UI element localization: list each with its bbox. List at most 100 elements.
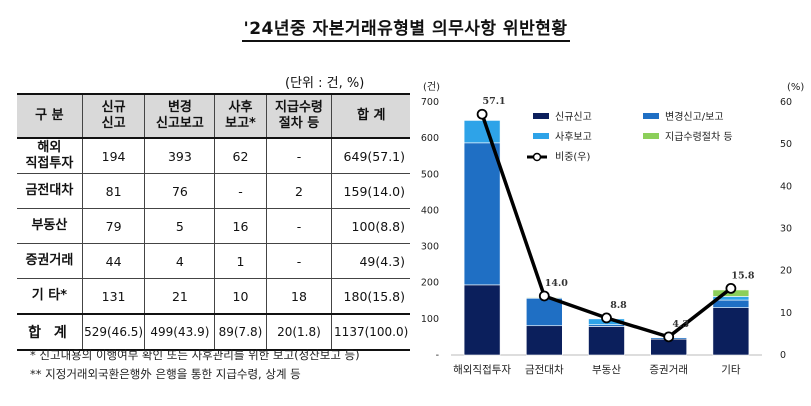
legend-label: 지급수령절차 등 xyxy=(665,130,733,143)
cell: 5 xyxy=(144,208,216,244)
row-label: 부동산 xyxy=(17,208,83,244)
footnote-2: ** 지정거래외국환은행外 은행을 통한 지급수령, 상계 등 xyxy=(30,367,301,381)
bar-segment xyxy=(463,284,501,356)
cell: - xyxy=(265,137,333,174)
legend-line-marker xyxy=(532,152,542,162)
y-right-tick-label: 10 xyxy=(780,308,792,319)
y-right-unit: (%) xyxy=(787,82,804,93)
legend-swatch xyxy=(643,133,659,139)
y-left-tick-label: 600 xyxy=(421,133,439,144)
table-unit: (단위 : 건, %) xyxy=(285,76,365,91)
share-point xyxy=(663,331,675,343)
share-point xyxy=(476,108,488,120)
cell: 180(15.8) xyxy=(331,278,410,315)
y-left-tick-label: 700 xyxy=(421,97,439,108)
share-point xyxy=(538,290,550,302)
x-tick-label: 기타 xyxy=(721,364,741,376)
x-tick-label: 금전대차 xyxy=(525,364,564,376)
cell: 79 xyxy=(81,208,146,244)
bar-segment xyxy=(463,120,501,144)
header-change-report: 변경 신고보고 xyxy=(144,93,216,139)
bar-segment xyxy=(463,142,501,286)
legend-swatch xyxy=(533,133,549,139)
x-tick-label: 해외직접투자 xyxy=(453,363,511,376)
share-point xyxy=(725,282,737,294)
table-header-row: 구 분 신규 신고 변경 신고보고 사후 보고* 지급수령 절차 등 합 계 xyxy=(17,93,410,139)
y-right-tick-label: 50 xyxy=(780,139,792,150)
cell: 21 xyxy=(144,278,216,315)
cell: 100(8.8) xyxy=(331,208,410,244)
cell: 62 xyxy=(214,137,267,174)
share-data-label: 4.3 xyxy=(672,319,689,330)
row-label: 증권거래 xyxy=(17,243,83,279)
cell: 18 xyxy=(265,278,333,315)
y-left-unit: (건) xyxy=(423,81,440,93)
table-row: 금전대차 81 76 - 2 159(14.0) xyxy=(17,173,410,209)
header-category: 구 분 xyxy=(17,93,83,139)
total-cell: 1137(100.0) xyxy=(331,313,410,351)
y-right-tick-label: 20 xyxy=(780,266,792,277)
bar-segment xyxy=(712,299,750,308)
x-tick-label: 증권거래 xyxy=(649,364,688,376)
y-left-tick-label: 400 xyxy=(421,205,439,216)
row-label: 금전대차 xyxy=(17,173,83,209)
bar-segment xyxy=(526,297,563,327)
y-left-tick-label: 300 xyxy=(421,242,439,253)
total-cell: 20(1.8) xyxy=(265,313,333,351)
header-new-report: 신규 신고 xyxy=(81,93,146,139)
y-left-tick-label: 200 xyxy=(421,278,439,289)
y-right-tick-label: 30 xyxy=(780,224,792,235)
table-total-row: 합 계 529(46.5) 499(43.9) 89(7.8) 20(1.8) … xyxy=(17,313,410,351)
footnote-1: * 신고내용의 이행여부 확인 또는 사후관리를 위한 보고(정산보고 등) xyxy=(30,348,360,362)
x-tick-label: 부동산 xyxy=(592,364,621,376)
stacked-bar-line-chart: (건) (%) - 100 200 300 400 500 600 700 0 10 20 30 40 50 6… xyxy=(421,81,805,376)
cell: 131 xyxy=(81,278,146,315)
cell: 159(14.0) xyxy=(331,173,410,209)
cell: - xyxy=(265,208,333,244)
header-post-report: 사후 보고* xyxy=(214,93,267,139)
share-data-label: 14.0 xyxy=(545,278,569,289)
cell: 49(4.3) xyxy=(331,243,410,279)
cell: 76 xyxy=(144,173,216,209)
y-right-tick-label: 40 xyxy=(780,181,792,192)
table-row: 기 타* 131 21 10 18 180(15.8) xyxy=(17,278,410,315)
cell: 10 xyxy=(214,278,267,315)
bar-segment xyxy=(712,307,750,356)
share-data-label: 57.1 xyxy=(483,96,506,107)
cell: 649(57.1) xyxy=(331,137,410,174)
row-label: 해외 직접투자 xyxy=(17,137,83,174)
violation-table: 구 분 신규 신고 변경 신고보고 사후 보고* 지급수령 절차 등 합 계 해외 직접투… xyxy=(17,93,410,351)
legend-label: 신규신고 xyxy=(555,111,592,123)
total-cell: 89(7.8) xyxy=(214,313,267,351)
y-left-tick-label: 100 xyxy=(421,314,439,325)
y-left-tick-label: - xyxy=(436,350,439,361)
bar-segment xyxy=(526,325,563,356)
y-left-tick-label: 500 xyxy=(421,169,439,180)
table-row: 증권거래 44 4 1 - 49(4.3) xyxy=(17,243,410,279)
total-cell: 499(43.9) xyxy=(144,313,216,351)
legend-swatch xyxy=(643,113,659,119)
cell: 16 xyxy=(214,208,267,244)
total-label: 합 계 xyxy=(17,313,83,351)
header-payment-procedure: 지급수령 절차 등 xyxy=(265,93,333,139)
cell: 4 xyxy=(144,243,216,279)
page-title: '24년중 자본거래유형별 의무사항 위반현황 xyxy=(0,14,811,42)
cell: - xyxy=(265,243,333,279)
header-total: 합 계 xyxy=(331,93,410,139)
row-label: 기 타* xyxy=(17,278,83,315)
cell: 81 xyxy=(81,173,146,209)
share-line xyxy=(480,113,732,339)
share-point xyxy=(601,312,612,324)
cell: 1 xyxy=(214,243,267,279)
legend-label: 사후보고 xyxy=(555,131,592,143)
y-right-tick-label: 60 xyxy=(780,97,792,108)
legend-swatch xyxy=(533,113,549,119)
bar-segment xyxy=(588,326,625,356)
legend-label: 비중(우) xyxy=(555,151,591,163)
share-data-label: 15.8 xyxy=(731,270,755,281)
table-row: 해외 직접투자 194 393 62 - 649(57.1) xyxy=(17,137,410,174)
table-row: 부동산 79 5 16 - 100(8.8) xyxy=(17,208,410,244)
cell: 194 xyxy=(81,137,146,174)
total-cell: 529(46.5) xyxy=(81,313,146,351)
legend-label: 변경신고/보고 xyxy=(665,110,724,123)
